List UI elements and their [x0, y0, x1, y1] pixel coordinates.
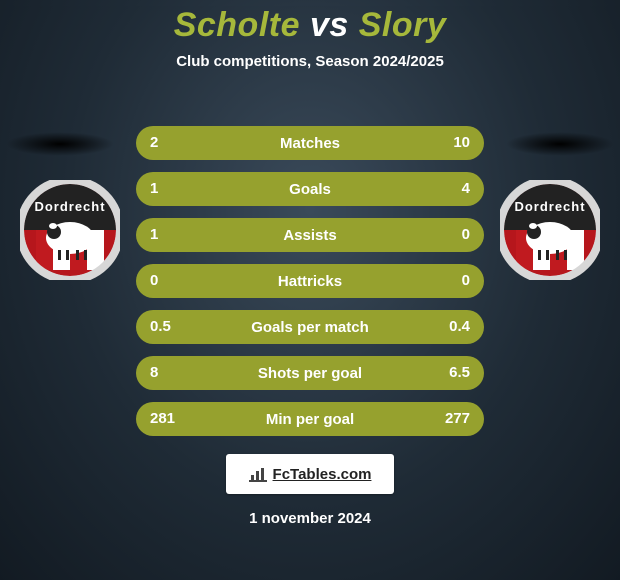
stat-value-right: 0.4 [449, 310, 470, 344]
stat-label: Matches [280, 135, 340, 152]
stat-row-goals-per-match: 0.5 Goals per match 0.4 [136, 310, 484, 344]
stat-label: Goals [289, 181, 331, 198]
player2-name: Slory [359, 6, 447, 44]
brand-text: FcTables.com [273, 466, 372, 483]
stat-value-right: 4 [462, 172, 470, 206]
stat-value-left: 2 [150, 126, 158, 160]
stat-row-shots-per-goal: 8 Shots per goal 6.5 [136, 356, 484, 390]
player1-club-crest: Dordrecht [20, 180, 120, 280]
player2-avatar-shadow [506, 132, 614, 156]
crest-outer [20, 180, 120, 280]
stat-row-goals: 1 Goals 4 [136, 172, 484, 206]
stat-value-left: 281 [150, 402, 175, 436]
sheep-ear [49, 223, 57, 229]
vs-label: vs [310, 6, 349, 44]
crest-top-arc [24, 184, 116, 230]
stat-value-left: 1 [150, 218, 158, 252]
player1-name: Scholte [174, 6, 300, 44]
crest-text: Dordrecht [34, 199, 105, 214]
stat-row-hattricks: 0 Hattricks 0 [136, 264, 484, 298]
player2-club-crest: Dordrecht [500, 180, 600, 280]
stat-value-left: 8 [150, 356, 158, 390]
stat-value-left: 1 [150, 172, 158, 206]
svg-text:Dordrecht: Dordrecht [514, 199, 585, 214]
stat-label: Hattricks [278, 273, 342, 290]
stat-value-left: 0.5 [150, 310, 171, 344]
stat-value-right: 0 [462, 264, 470, 298]
page-title: Scholte vs Slory [0, 6, 620, 45]
stat-row-assists: 1 Assists 0 [136, 218, 484, 252]
subtitle: Club competitions, Season 2024/2025 [0, 53, 620, 70]
stat-value-right: 10 [453, 126, 470, 160]
stat-value-right: 6.5 [449, 356, 470, 390]
date-label: 1 november 2024 [0, 510, 620, 527]
brand-link[interactable]: FcTables.com [226, 454, 394, 494]
sheep-leg [66, 250, 69, 260]
sheep-body [46, 222, 94, 254]
stat-row-matches: 2 Matches 10 [136, 126, 484, 160]
bar-chart-icon [249, 466, 267, 482]
crest-stripes [36, 230, 104, 270]
crest-ring [24, 184, 116, 276]
stat-label: Shots per goal [258, 365, 362, 382]
sheep-leg [58, 250, 61, 260]
stat-row-min-per-goal: 281 Min per goal 277 [136, 402, 484, 436]
sheep-head [47, 225, 61, 239]
stat-value-right: 0 [462, 218, 470, 252]
stat-label: Min per goal [266, 411, 354, 428]
stats-table: 2 Matches 10 1 Goals 4 1 Assists 0 0 Hat… [136, 126, 484, 448]
player1-avatar-shadow [6, 132, 114, 156]
sheep-leg [84, 250, 87, 260]
stat-value-right: 277 [445, 402, 470, 436]
stat-value-left: 0 [150, 264, 158, 298]
stat-label: Assists [283, 227, 336, 244]
stat-label: Goals per match [251, 319, 369, 336]
sheep-leg [76, 250, 79, 260]
crest-clip [24, 184, 116, 276]
